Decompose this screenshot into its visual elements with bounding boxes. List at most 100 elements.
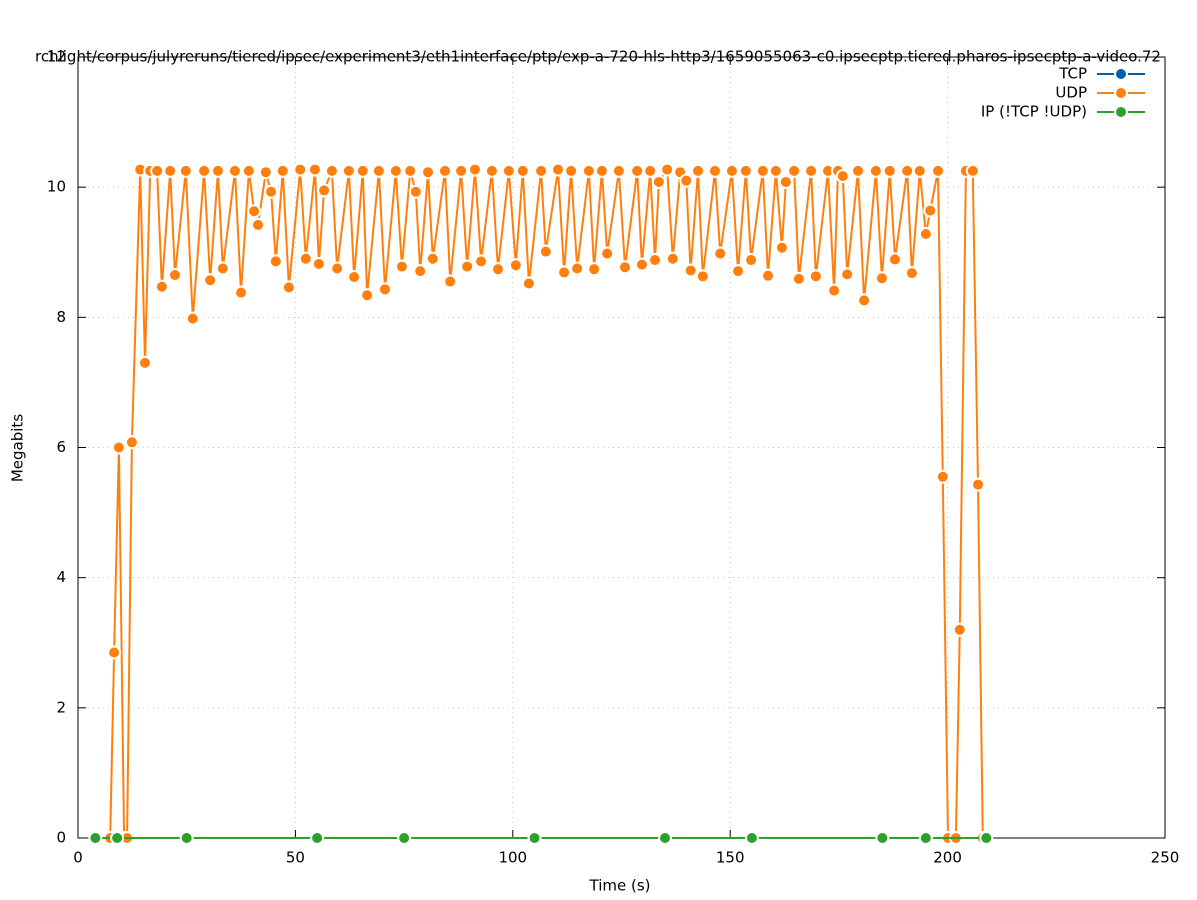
legend-marker (1114, 86, 1128, 100)
data-point (755, 163, 770, 178)
data-point (875, 831, 890, 845)
data-point (360, 288, 375, 303)
data-point (887, 252, 902, 267)
data-point (660, 162, 675, 177)
y-tick-label: 0 (56, 829, 66, 847)
data-point (538, 244, 553, 259)
data-point (918, 831, 933, 845)
data-point (403, 163, 418, 178)
data-point (275, 163, 290, 178)
data-point (778, 174, 793, 189)
data-point (311, 256, 326, 271)
x-tick-label: 200 (933, 849, 962, 867)
data-point (581, 163, 596, 178)
data-point (355, 163, 370, 178)
data-point (388, 163, 403, 178)
y-tick-label: 10 (47, 178, 66, 196)
data-point (377, 282, 392, 297)
data-point (707, 163, 722, 178)
data-point (179, 831, 194, 845)
data-point (617, 260, 632, 275)
data-point (587, 262, 602, 277)
data-point (630, 163, 645, 178)
data-point (167, 268, 182, 283)
data-point (965, 163, 980, 178)
data-point (912, 163, 927, 178)
data-point (683, 263, 698, 278)
data-point (227, 163, 242, 178)
y-tick-label: 8 (56, 308, 66, 326)
data-point (918, 227, 933, 242)
data-point (474, 254, 489, 269)
data-point (761, 268, 776, 283)
data-point (768, 163, 783, 178)
data-point (491, 262, 506, 277)
data-point (787, 163, 802, 178)
data-point (564, 163, 579, 178)
data-point (408, 184, 423, 199)
legend-marker (1114, 67, 1128, 81)
data-point (484, 163, 499, 178)
data-point (935, 469, 950, 484)
data-point (88, 831, 103, 845)
data-point (738, 163, 753, 178)
data-point (713, 246, 728, 261)
data-point (904, 266, 919, 281)
data-point (952, 622, 967, 637)
y-tick-label: 2 (56, 698, 66, 716)
data-point (264, 184, 279, 199)
data-point (851, 163, 866, 178)
data-point (874, 271, 889, 286)
data-point (931, 163, 946, 178)
data-point (293, 162, 308, 177)
data-point (281, 280, 296, 295)
data-point (324, 163, 339, 178)
data-point (467, 162, 482, 177)
data-point (137, 355, 152, 370)
data-point (657, 831, 672, 845)
x-tick-label: 250 (1151, 849, 1180, 867)
data-point (744, 831, 759, 845)
data-point (215, 261, 230, 276)
data-point (882, 163, 897, 178)
data-point (154, 279, 169, 294)
data-point (501, 163, 516, 178)
data-point (808, 269, 823, 284)
data-point (515, 163, 530, 178)
data-point (330, 261, 345, 276)
data-point (804, 163, 819, 178)
y-tick-label: 6 (56, 438, 66, 456)
legend-label: TCP (1058, 65, 1087, 83)
data-point (857, 293, 872, 308)
data-point (413, 264, 428, 279)
data-point (110, 831, 125, 845)
data-point (347, 269, 362, 284)
data-point (900, 163, 915, 178)
data-point (397, 831, 412, 845)
data-point (251, 217, 266, 232)
data-point (163, 163, 178, 178)
data-point (111, 440, 126, 455)
y-tick-label: 4 (56, 568, 66, 586)
data-point (241, 163, 256, 178)
data-point (197, 163, 212, 178)
data-point (527, 831, 542, 845)
x-tick-label: 50 (286, 849, 305, 867)
data-point (647, 253, 662, 268)
data-point (634, 257, 649, 272)
data-point (534, 163, 549, 178)
data-point (971, 477, 986, 492)
data-point (443, 274, 458, 289)
legend-marker (1114, 105, 1128, 119)
data-point (651, 174, 666, 189)
data-point (124, 435, 139, 450)
data-point (310, 831, 325, 845)
y-axis-label: Megabits (9, 414, 27, 482)
data-point (611, 163, 626, 178)
data-point (774, 240, 789, 255)
x-tick-label: 0 (73, 849, 83, 867)
data-point (178, 163, 193, 178)
data-point (679, 173, 694, 188)
data-point (341, 163, 356, 178)
